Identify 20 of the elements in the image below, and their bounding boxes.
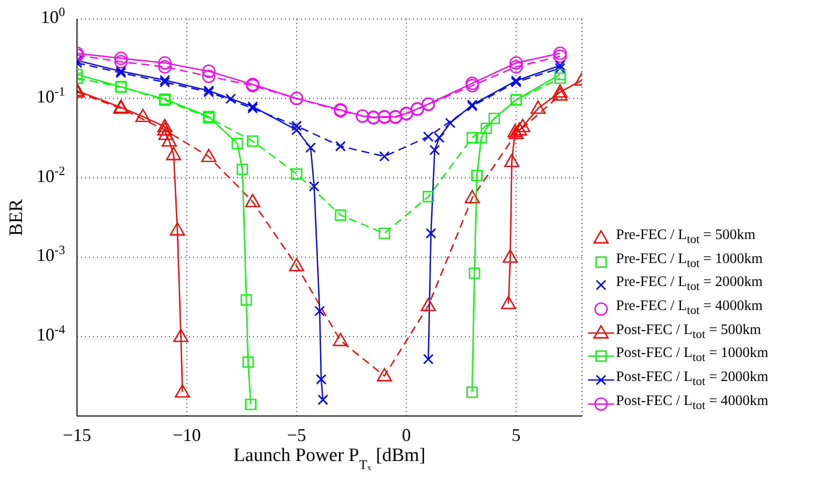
legend-label: Pre-FEC / L$_{tot}$ = 500km (616, 226, 756, 248)
x-tick-label: −10 (172, 425, 201, 445)
y-tick-label: 10$^{-2}$ (36, 164, 65, 186)
x-axis-title: Launch Power P$_{Tₓ}$ [dBm] (234, 445, 426, 472)
x-tick-label: −5 (286, 425, 306, 445)
legend-label: Post-FEC / L$_{tot}$ = 4000km (616, 392, 768, 414)
x-tick-label: −15 (62, 425, 92, 445)
y-tick-label: 10$^{-3}$ (36, 243, 65, 266)
legend-label: Post-FEC / L$_{tot}$ = 2000km (616, 368, 768, 390)
legend-label: Pre-FEC / L$_{tot}$ = 1000km (616, 250, 763, 272)
legend-label: Pre-FEC / L$_{tot}$ = 4000km (616, 297, 763, 319)
legend-label: Post-FEC / L$_{tot}$ = 1000km (616, 344, 768, 366)
y-axis-title: BER (6, 198, 27, 236)
y-tick-label: 10$^{-1}$ (36, 84, 65, 106)
legend-label: Post-FEC / L$_{tot}$ = 500km (616, 320, 762, 343)
x-tick-label: 5 (512, 425, 521, 445)
x-tick-label: 0 (402, 425, 411, 445)
y-tick-label: 10$^{-4}$ (36, 322, 66, 345)
y-tick-label: 10$^{0}$ (40, 5, 65, 27)
legend-label: Pre-FEC / L$_{tot}$ = 2000km (616, 273, 763, 296)
